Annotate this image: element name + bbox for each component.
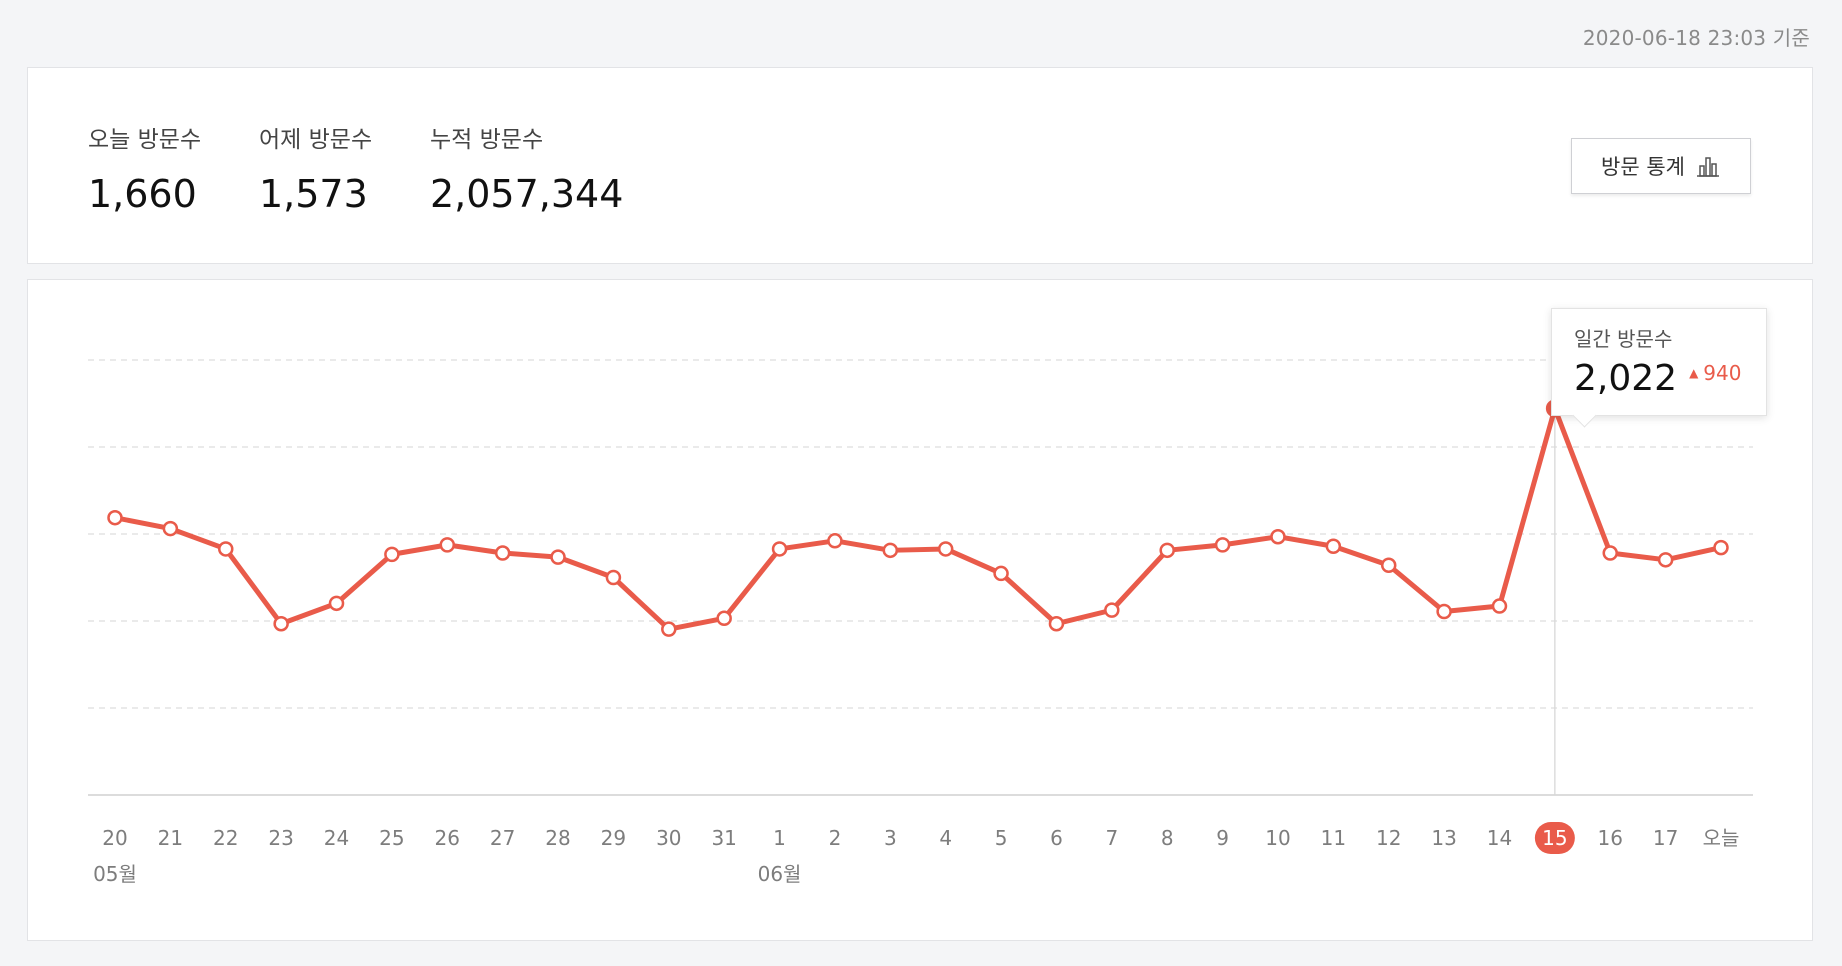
- x-tick-label: 14: [1487, 826, 1512, 850]
- x-tick-label: 24: [324, 826, 349, 850]
- data-point: [1436, 603, 1452, 620]
- x-tick-label: 8: [1161, 826, 1174, 850]
- tooltip-label: 일간 방문수: [1574, 327, 1673, 351]
- data-point: [494, 545, 511, 561]
- data-point: [439, 537, 456, 553]
- x-tick-label: 20: [102, 826, 127, 850]
- data-point: [218, 541, 234, 557]
- data-point: [1602, 545, 1618, 561]
- data-point: [716, 610, 732, 627]
- x-tick-label: 2: [829, 826, 842, 850]
- chart-tooltip: 일간 방문수 2,022 ▲ 940: [1551, 308, 1767, 416]
- x-tick-label: 10: [1265, 826, 1290, 850]
- x-tick-label: 15: [1542, 826, 1567, 850]
- x-tick-label: 9: [1216, 826, 1229, 850]
- x-tick-label: 1: [773, 826, 786, 850]
- x-tick-label: 16: [1598, 826, 1623, 850]
- stat-yesterday: 어제 방문수 1,573: [259, 120, 372, 216]
- x-tick-label: 21: [158, 826, 183, 850]
- series-line: [112, 405, 1724, 632]
- data-point: [107, 509, 123, 526]
- data-point: [1159, 542, 1175, 559]
- stat-yesterday-label: 어제 방문수: [259, 127, 373, 153]
- data-point: [1270, 528, 1286, 545]
- data-point: [1104, 602, 1120, 618]
- data-point: [1657, 552, 1674, 568]
- data-point: [827, 533, 843, 549]
- data-point: [605, 569, 622, 586]
- triangle-up-icon: ▲: [1689, 366, 1699, 380]
- visit-stats-button-label: 방문 통계: [1601, 155, 1685, 179]
- stat-total: 누적 방문수 2,057,344: [430, 120, 623, 216]
- tooltip-value: 2,022: [1574, 358, 1678, 399]
- data-point: [661, 621, 677, 637]
- data-point: [1713, 539, 1729, 556]
- data-point: [993, 565, 1009, 582]
- stat-total-label: 누적 방문수: [430, 127, 544, 153]
- visit-stats-button[interactable]: 방문 통계: [1571, 138, 1751, 194]
- stat-yesterday-value: 1,573: [259, 172, 368, 216]
- x-tick-label: 31: [711, 826, 736, 850]
- x-tick-label: 7: [1105, 826, 1118, 850]
- tooltip-delta: ▲ 940: [1689, 361, 1741, 385]
- data-point: [1325, 538, 1342, 554]
- stat-total-value: 2,057,344: [430, 172, 624, 216]
- data-point: [1491, 598, 1508, 614]
- data-point: [162, 520, 179, 537]
- x-tick-label: 11: [1321, 826, 1346, 850]
- data-point: [1380, 557, 1397, 574]
- tooltip-delta-value: 940: [1703, 361, 1742, 385]
- x-tick-label: 25: [379, 826, 404, 850]
- selected-tick-badge: [1534, 822, 1575, 854]
- x-tick-label: 12: [1376, 826, 1401, 850]
- data-point: [384, 546, 400, 563]
- data-point: [273, 615, 289, 632]
- data-point: [771, 541, 788, 557]
- chart-card: 20 21 22 23 24 25 26 27 28 29 30 31 1 2 3 4 5 6 7 8 9 10 11 12 1…: [27, 279, 1813, 941]
- x-tick-label: 4: [939, 826, 952, 850]
- bar-chart-icon: [1695, 154, 1721, 178]
- line-chart: 20 21 22 23 24 25 26 27 28 29 30 31 1 2 3 4 5 6 7 8 9 10 11 12 1…: [88, 359, 1753, 886]
- stat-today: 오늘 방문수 1,660: [88, 120, 201, 216]
- x-tick-label: 23: [268, 826, 293, 850]
- data-point: [882, 542, 899, 559]
- data-point: [1214, 537, 1231, 553]
- x-tick-label: 5: [995, 826, 1008, 850]
- x-tick-label: 17: [1653, 826, 1678, 850]
- x-tick-label: 6: [1050, 826, 1063, 850]
- x-tick-label: 오늘: [1703, 826, 1740, 850]
- data-point: [550, 549, 566, 565]
- x-tick-label: 26: [435, 826, 460, 850]
- stats-card: 오늘 방문수 1,660 어제 방문수 1,573 누적 방문수 2,057,3…: [27, 67, 1813, 264]
- month-label: 05월: [93, 862, 137, 886]
- data-point: [328, 595, 345, 612]
- month-label: 06월: [758, 862, 802, 886]
- x-tick-label: 30: [656, 826, 681, 850]
- x-tick-label: 13: [1431, 826, 1456, 850]
- timestamp: 2020-06-18 23:03 기준: [1582, 26, 1810, 50]
- stat-today-label: 오늘 방문수: [88, 127, 202, 153]
- data-point: [1048, 615, 1065, 632]
- x-tick-label: 28: [545, 826, 570, 850]
- x-tick-label: 22: [213, 826, 238, 850]
- stat-today-value: 1,660: [88, 172, 197, 216]
- x-tick-label: 29: [601, 826, 626, 850]
- data-point: [937, 541, 954, 557]
- x-tick-label: 27: [490, 826, 515, 850]
- x-tick-label: 3: [884, 826, 897, 850]
